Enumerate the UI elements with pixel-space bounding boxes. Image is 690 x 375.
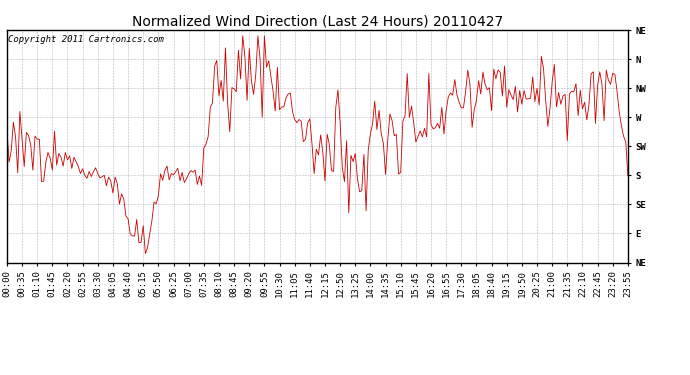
Title: Normalized Wind Direction (Last 24 Hours) 20110427: Normalized Wind Direction (Last 24 Hours… <box>132 15 503 29</box>
Text: Copyright 2011 Cartronics.com: Copyright 2011 Cartronics.com <box>8 34 164 44</box>
